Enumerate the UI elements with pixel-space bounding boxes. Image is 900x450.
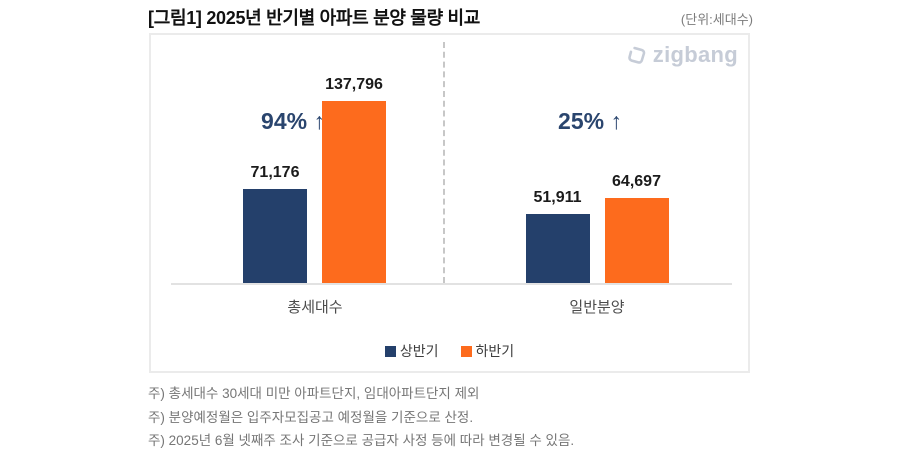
value-label-상반기-총세대수: 71,176 bbox=[250, 164, 300, 181]
group-divider-line bbox=[443, 42, 445, 283]
category-label-total: 총세대수 bbox=[287, 299, 343, 316]
bar-상반기-총세대수 bbox=[243, 189, 307, 283]
unit-label: (단위:세대수) bbox=[680, 12, 753, 27]
footnotes: 주) 총세대수 30세대 미만 아파트단지, 임대아파트단지 제외 주) 분양예… bbox=[148, 382, 574, 450]
zigbang-swirl-icon bbox=[625, 44, 648, 67]
footnote-line: 주) 2025년 6월 넷째주 조사 기준으로 공급자 사정 등에 따라 변경될… bbox=[148, 433, 575, 448]
value-label-하반기-총세대수: 137,796 bbox=[325, 76, 383, 93]
second-half-swatch-icon bbox=[460, 345, 472, 357]
value-label-하반기-일반분양: 64,697 bbox=[612, 173, 661, 190]
page-title: [그림1] 2025년 반기별 아파트 분양 물량 비교 bbox=[148, 8, 481, 28]
first-half-swatch-icon bbox=[384, 345, 396, 357]
legend-label-first-half: 상반기 bbox=[399, 343, 439, 359]
brand-logo-text: zigbang bbox=[652, 42, 738, 67]
legend-label-second-half: 하반기 bbox=[475, 343, 515, 359]
footnote-line: 주) 총세대수 30세대 미만 아파트단지, 임대아파트단지 제외 bbox=[148, 386, 480, 401]
value-label-상반기-일반분양: 51,911 bbox=[533, 189, 582, 206]
footnote-line: 주) 분양예정월은 입주자모집공고 예정월을 기준으로 산정. bbox=[148, 409, 474, 425]
annotation-general-growth: 25% ↑ bbox=[558, 108, 622, 134]
plot-area: 94% ↑ 25% ↑ 총세대수 일반분양 상반기 하반기 71,176 51,9… bbox=[151, 35, 748, 371]
bar-상반기-일반분양 bbox=[525, 214, 590, 283]
chart-panel: zigbang 94% ↑ 25% ↑ 총세대수 일반분양 상반기 하반기 71… bbox=[149, 33, 750, 373]
legend-item-first-half: 상반기 bbox=[384, 341, 439, 361]
x-axis-line bbox=[171, 283, 732, 285]
category-label-general: 일반분양 bbox=[569, 299, 625, 316]
chart-legend: 상반기 하반기 bbox=[151, 341, 748, 361]
bar-하반기-총세대수 bbox=[322, 101, 386, 283]
bar-하반기-일반분양 bbox=[604, 198, 669, 283]
brand-logo: zigbang bbox=[625, 42, 738, 68]
legend-item-second-half: 하반기 bbox=[460, 341, 515, 361]
annotation-total-growth: 94% ↑ bbox=[261, 108, 325, 134]
